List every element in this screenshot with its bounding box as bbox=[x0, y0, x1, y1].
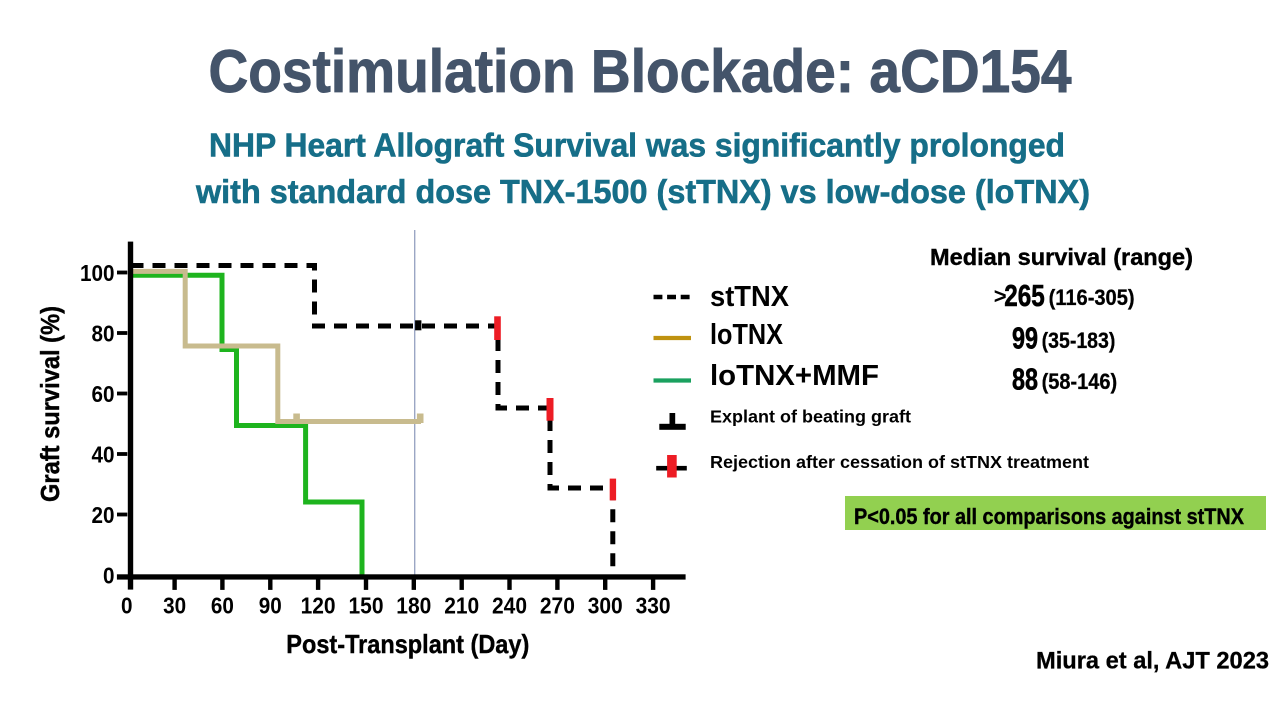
svg-text:loTNX: loTNX bbox=[710, 319, 784, 351]
svg-text:60: 60 bbox=[211, 592, 234, 618]
svg-text:265: 265 bbox=[1004, 278, 1045, 313]
svg-text:P<0.05 for all comparisons aga: P<0.05 for all comparisons against stTNX bbox=[854, 504, 1244, 529]
svg-text:120: 120 bbox=[301, 592, 336, 618]
svg-text:with standard dose TNX-1500 (s: with standard dose TNX-1500 (stTNX) vs l… bbox=[195, 173, 1090, 210]
svg-text:(58-146): (58-146) bbox=[1042, 369, 1118, 394]
svg-text:20: 20 bbox=[92, 502, 115, 528]
svg-text:330: 330 bbox=[636, 592, 671, 618]
svg-text:210: 210 bbox=[444, 592, 479, 618]
svg-text:40: 40 bbox=[92, 441, 115, 467]
svg-text:100: 100 bbox=[80, 260, 115, 286]
svg-text:60: 60 bbox=[92, 381, 115, 407]
svg-text:90: 90 bbox=[259, 592, 282, 618]
svg-text:(116-305): (116-305) bbox=[1049, 285, 1135, 310]
svg-text:Rejection after cessation of s: Rejection after cessation of stTNX treat… bbox=[710, 452, 1089, 472]
svg-text:0: 0 bbox=[103, 562, 115, 588]
svg-text:Miura et al, AJT 2023: Miura et al, AJT 2023 bbox=[1036, 648, 1269, 675]
svg-text:30: 30 bbox=[163, 592, 186, 618]
svg-text:240: 240 bbox=[492, 592, 527, 618]
svg-text:NHP Heart Allograft Survival w: NHP Heart Allograft Survival was signifi… bbox=[209, 127, 1065, 164]
svg-text:stTNX: stTNX bbox=[710, 281, 790, 313]
svg-text:99: 99 bbox=[1012, 321, 1038, 356]
svg-text:loTNX+MMF: loTNX+MMF bbox=[710, 360, 879, 392]
svg-text:>: > bbox=[994, 284, 1007, 309]
svg-text:300: 300 bbox=[588, 592, 623, 618]
svg-text:(35-183): (35-183) bbox=[1042, 328, 1116, 353]
svg-text:Median survival (range): Median survival (range) bbox=[930, 244, 1193, 270]
svg-text:180: 180 bbox=[396, 592, 431, 618]
svg-text:Costimulation Blockade: aCD154: Costimulation Blockade: aCD154 bbox=[209, 38, 1073, 105]
svg-text:Post-Transplant (Day): Post-Transplant (Day) bbox=[286, 629, 529, 659]
svg-text:Explant of beating graft: Explant of beating graft bbox=[710, 407, 911, 427]
svg-text:Graft survival (%): Graft survival (%) bbox=[35, 306, 65, 502]
svg-text:270: 270 bbox=[540, 592, 575, 618]
svg-text:80: 80 bbox=[92, 320, 115, 346]
svg-text:88: 88 bbox=[1012, 362, 1038, 397]
svg-text:150: 150 bbox=[349, 592, 384, 618]
svg-text:0: 0 bbox=[121, 592, 133, 618]
